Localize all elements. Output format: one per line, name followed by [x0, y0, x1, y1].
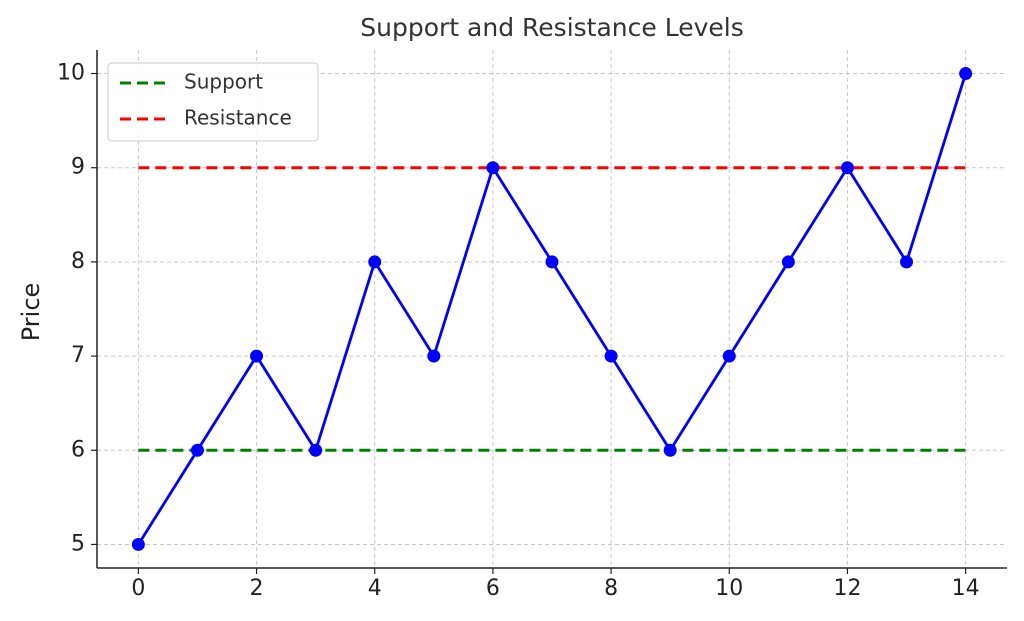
- price-line: [137, 73, 967, 546]
- x-tick-label: 8: [604, 576, 618, 601]
- price-point: [900, 255, 914, 269]
- y-tick-label: 10: [57, 61, 85, 86]
- legend-label: Resistance: [184, 106, 292, 130]
- legend-label: Support: [184, 70, 263, 94]
- price-point: [545, 255, 559, 269]
- price-point: [486, 161, 500, 175]
- price-point: [190, 443, 204, 457]
- x-tick-label: 4: [368, 576, 382, 601]
- price-point: [131, 537, 145, 551]
- chart-title: Support and Resistance Levels: [360, 13, 743, 42]
- plot: [131, 67, 973, 551]
- x-tick-label: 2: [250, 576, 264, 601]
- y-tick-label: 6: [71, 437, 85, 462]
- price-point: [309, 443, 323, 457]
- y-tick-label: 8: [71, 249, 85, 274]
- price-point: [663, 443, 677, 457]
- price-point: [722, 349, 736, 363]
- price-point: [840, 161, 854, 175]
- price-point: [604, 349, 618, 363]
- x-tick-label: 6: [486, 576, 500, 601]
- y-axis-label: Price: [17, 283, 45, 342]
- y-tick-label: 7: [71, 343, 85, 368]
- axes: 5 6 7 8 9 10 0 2 4 6 8 10 12 14: [57, 50, 1007, 601]
- x-tick-label: 10: [715, 576, 743, 601]
- price-point: [959, 67, 973, 81]
- x-tick-label: 14: [952, 576, 980, 601]
- y-tick-label: 9: [71, 155, 85, 180]
- price-point: [427, 349, 441, 363]
- price-point: [781, 255, 795, 269]
- x-tick-label: 0: [131, 576, 145, 601]
- price-point: [368, 255, 382, 269]
- y-tick-label: 5: [71, 531, 85, 556]
- price-point: [250, 349, 264, 363]
- x-tick-label: 12: [833, 576, 861, 601]
- legend: Support Resistance: [107, 62, 319, 142]
